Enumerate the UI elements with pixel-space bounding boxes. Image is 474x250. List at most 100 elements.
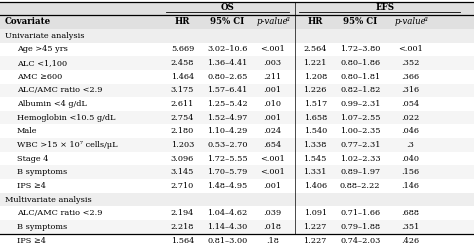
Text: 0.74–2.03: 0.74–2.03 bbox=[340, 236, 381, 244]
Text: a: a bbox=[424, 16, 428, 23]
Text: Age >45 yrs: Age >45 yrs bbox=[17, 45, 67, 53]
Text: 1.406: 1.406 bbox=[304, 181, 327, 189]
Text: .022: .022 bbox=[401, 113, 419, 121]
Text: 0.80–2.65: 0.80–2.65 bbox=[207, 72, 248, 80]
Text: IPS ≥4: IPS ≥4 bbox=[17, 236, 46, 244]
Bar bbox=[0, 43, 474, 57]
Text: .003: .003 bbox=[264, 59, 282, 67]
Text: 0.79–1.88: 0.79–1.88 bbox=[340, 222, 380, 230]
Text: 2.754: 2.754 bbox=[171, 113, 194, 121]
Text: 1.517: 1.517 bbox=[303, 100, 327, 108]
Text: <.001: <.001 bbox=[260, 168, 285, 175]
Text: Univariate analysis: Univariate analysis bbox=[5, 32, 84, 40]
Text: EFS: EFS bbox=[375, 3, 395, 12]
Bar bbox=[0, 112, 474, 125]
Bar bbox=[0, 193, 474, 207]
Text: 1.07–2.55: 1.07–2.55 bbox=[340, 113, 381, 121]
Bar bbox=[0, 125, 474, 138]
Bar bbox=[0, 152, 474, 166]
Text: 3.096: 3.096 bbox=[171, 154, 194, 162]
Text: 1.25–5.42: 1.25–5.42 bbox=[207, 100, 248, 108]
Text: 3.02–10.6: 3.02–10.6 bbox=[207, 45, 248, 53]
Text: .366: .366 bbox=[401, 72, 419, 80]
Text: 2.710: 2.710 bbox=[171, 181, 194, 189]
Text: p-value: p-value bbox=[257, 17, 288, 26]
Text: 1.545: 1.545 bbox=[303, 154, 327, 162]
Text: Albumin <4 g/dL: Albumin <4 g/dL bbox=[17, 100, 86, 108]
Text: 0.99–2.31: 0.99–2.31 bbox=[340, 100, 381, 108]
Text: 1.04–4.62: 1.04–4.62 bbox=[208, 208, 247, 216]
Text: 0.82–1.82: 0.82–1.82 bbox=[340, 86, 381, 94]
Text: <.001: <.001 bbox=[260, 154, 285, 162]
Text: .316: .316 bbox=[401, 86, 419, 94]
Text: .054: .054 bbox=[401, 100, 419, 108]
Text: OS: OS bbox=[220, 3, 235, 12]
Text: 5.669: 5.669 bbox=[171, 45, 194, 53]
Text: 1.10–4.29: 1.10–4.29 bbox=[208, 127, 247, 135]
Text: 1.70–5.79: 1.70–5.79 bbox=[208, 168, 247, 175]
Bar bbox=[0, 180, 474, 193]
Bar bbox=[0, 70, 474, 84]
Text: .001: .001 bbox=[264, 86, 282, 94]
Text: 95% CI: 95% CI bbox=[210, 17, 245, 26]
Text: 1.00–2.35: 1.00–2.35 bbox=[340, 127, 381, 135]
Text: .654: .654 bbox=[264, 140, 282, 148]
Text: 2.458: 2.458 bbox=[171, 59, 194, 67]
Bar bbox=[0, 57, 474, 70]
Text: 2.564: 2.564 bbox=[303, 45, 327, 53]
Text: Male: Male bbox=[17, 127, 37, 135]
Text: .010: .010 bbox=[264, 100, 282, 108]
Text: 1.57–6.41: 1.57–6.41 bbox=[208, 86, 247, 94]
Text: 1.208: 1.208 bbox=[303, 72, 327, 80]
Text: ALC <1,100: ALC <1,100 bbox=[17, 59, 67, 67]
Text: AMC ≥600: AMC ≥600 bbox=[17, 72, 62, 80]
Text: 2.180: 2.180 bbox=[171, 127, 194, 135]
Bar bbox=[0, 2, 474, 16]
Text: 1.464: 1.464 bbox=[171, 72, 194, 80]
Text: 0.88–2.22: 0.88–2.22 bbox=[340, 181, 381, 189]
Text: Hemoglobin <10.5 g/dL: Hemoglobin <10.5 g/dL bbox=[17, 113, 115, 121]
Text: 3.175: 3.175 bbox=[171, 86, 194, 94]
Text: .146: .146 bbox=[401, 181, 419, 189]
Text: 0.80–1.81: 0.80–1.81 bbox=[340, 72, 380, 80]
Text: 1.226: 1.226 bbox=[303, 86, 327, 94]
Text: 1.331: 1.331 bbox=[303, 168, 327, 175]
Bar bbox=[0, 207, 474, 220]
Text: .001: .001 bbox=[264, 113, 282, 121]
Text: Multivariate analysis: Multivariate analysis bbox=[5, 195, 91, 203]
Text: 1.221: 1.221 bbox=[303, 59, 327, 67]
Text: 0.81–3.00: 0.81–3.00 bbox=[208, 236, 247, 244]
Bar bbox=[0, 98, 474, 112]
Text: 0.77–2.31: 0.77–2.31 bbox=[340, 140, 381, 148]
Text: HR: HR bbox=[308, 17, 323, 26]
Text: 0.71–1.66: 0.71–1.66 bbox=[340, 208, 380, 216]
Text: 1.02–2.33: 1.02–2.33 bbox=[340, 154, 381, 162]
Text: .352: .352 bbox=[401, 59, 419, 67]
Text: 1.540: 1.540 bbox=[303, 127, 327, 135]
Text: ALC/AMC ratio <2.9: ALC/AMC ratio <2.9 bbox=[17, 208, 102, 216]
Text: .156: .156 bbox=[401, 168, 419, 175]
Text: 1.227: 1.227 bbox=[303, 236, 327, 244]
Text: 3.145: 3.145 bbox=[171, 168, 194, 175]
Text: WBC >15 × 10⁷ cells/μL: WBC >15 × 10⁷ cells/μL bbox=[17, 140, 117, 148]
Text: 95% CI: 95% CI bbox=[343, 17, 377, 26]
Text: 2.218: 2.218 bbox=[171, 222, 194, 230]
Text: 0.89–1.97: 0.89–1.97 bbox=[340, 168, 380, 175]
Bar bbox=[0, 16, 474, 30]
Text: .024: .024 bbox=[264, 127, 282, 135]
Text: IPS ≥4: IPS ≥4 bbox=[17, 181, 46, 189]
Text: 2.194: 2.194 bbox=[171, 208, 194, 216]
Text: .039: .039 bbox=[264, 208, 282, 216]
Text: 1.338: 1.338 bbox=[303, 140, 327, 148]
Text: .040: .040 bbox=[401, 154, 419, 162]
Bar bbox=[0, 30, 474, 43]
Text: 1.72–3.80: 1.72–3.80 bbox=[340, 45, 381, 53]
Text: 1.227: 1.227 bbox=[303, 222, 327, 230]
Text: .3: .3 bbox=[406, 140, 414, 148]
Text: Stage 4: Stage 4 bbox=[17, 154, 48, 162]
Text: p-value: p-value bbox=[394, 17, 426, 26]
Bar bbox=[0, 166, 474, 179]
Text: 1.203: 1.203 bbox=[171, 140, 194, 148]
Bar bbox=[0, 220, 474, 234]
Bar bbox=[0, 84, 474, 98]
